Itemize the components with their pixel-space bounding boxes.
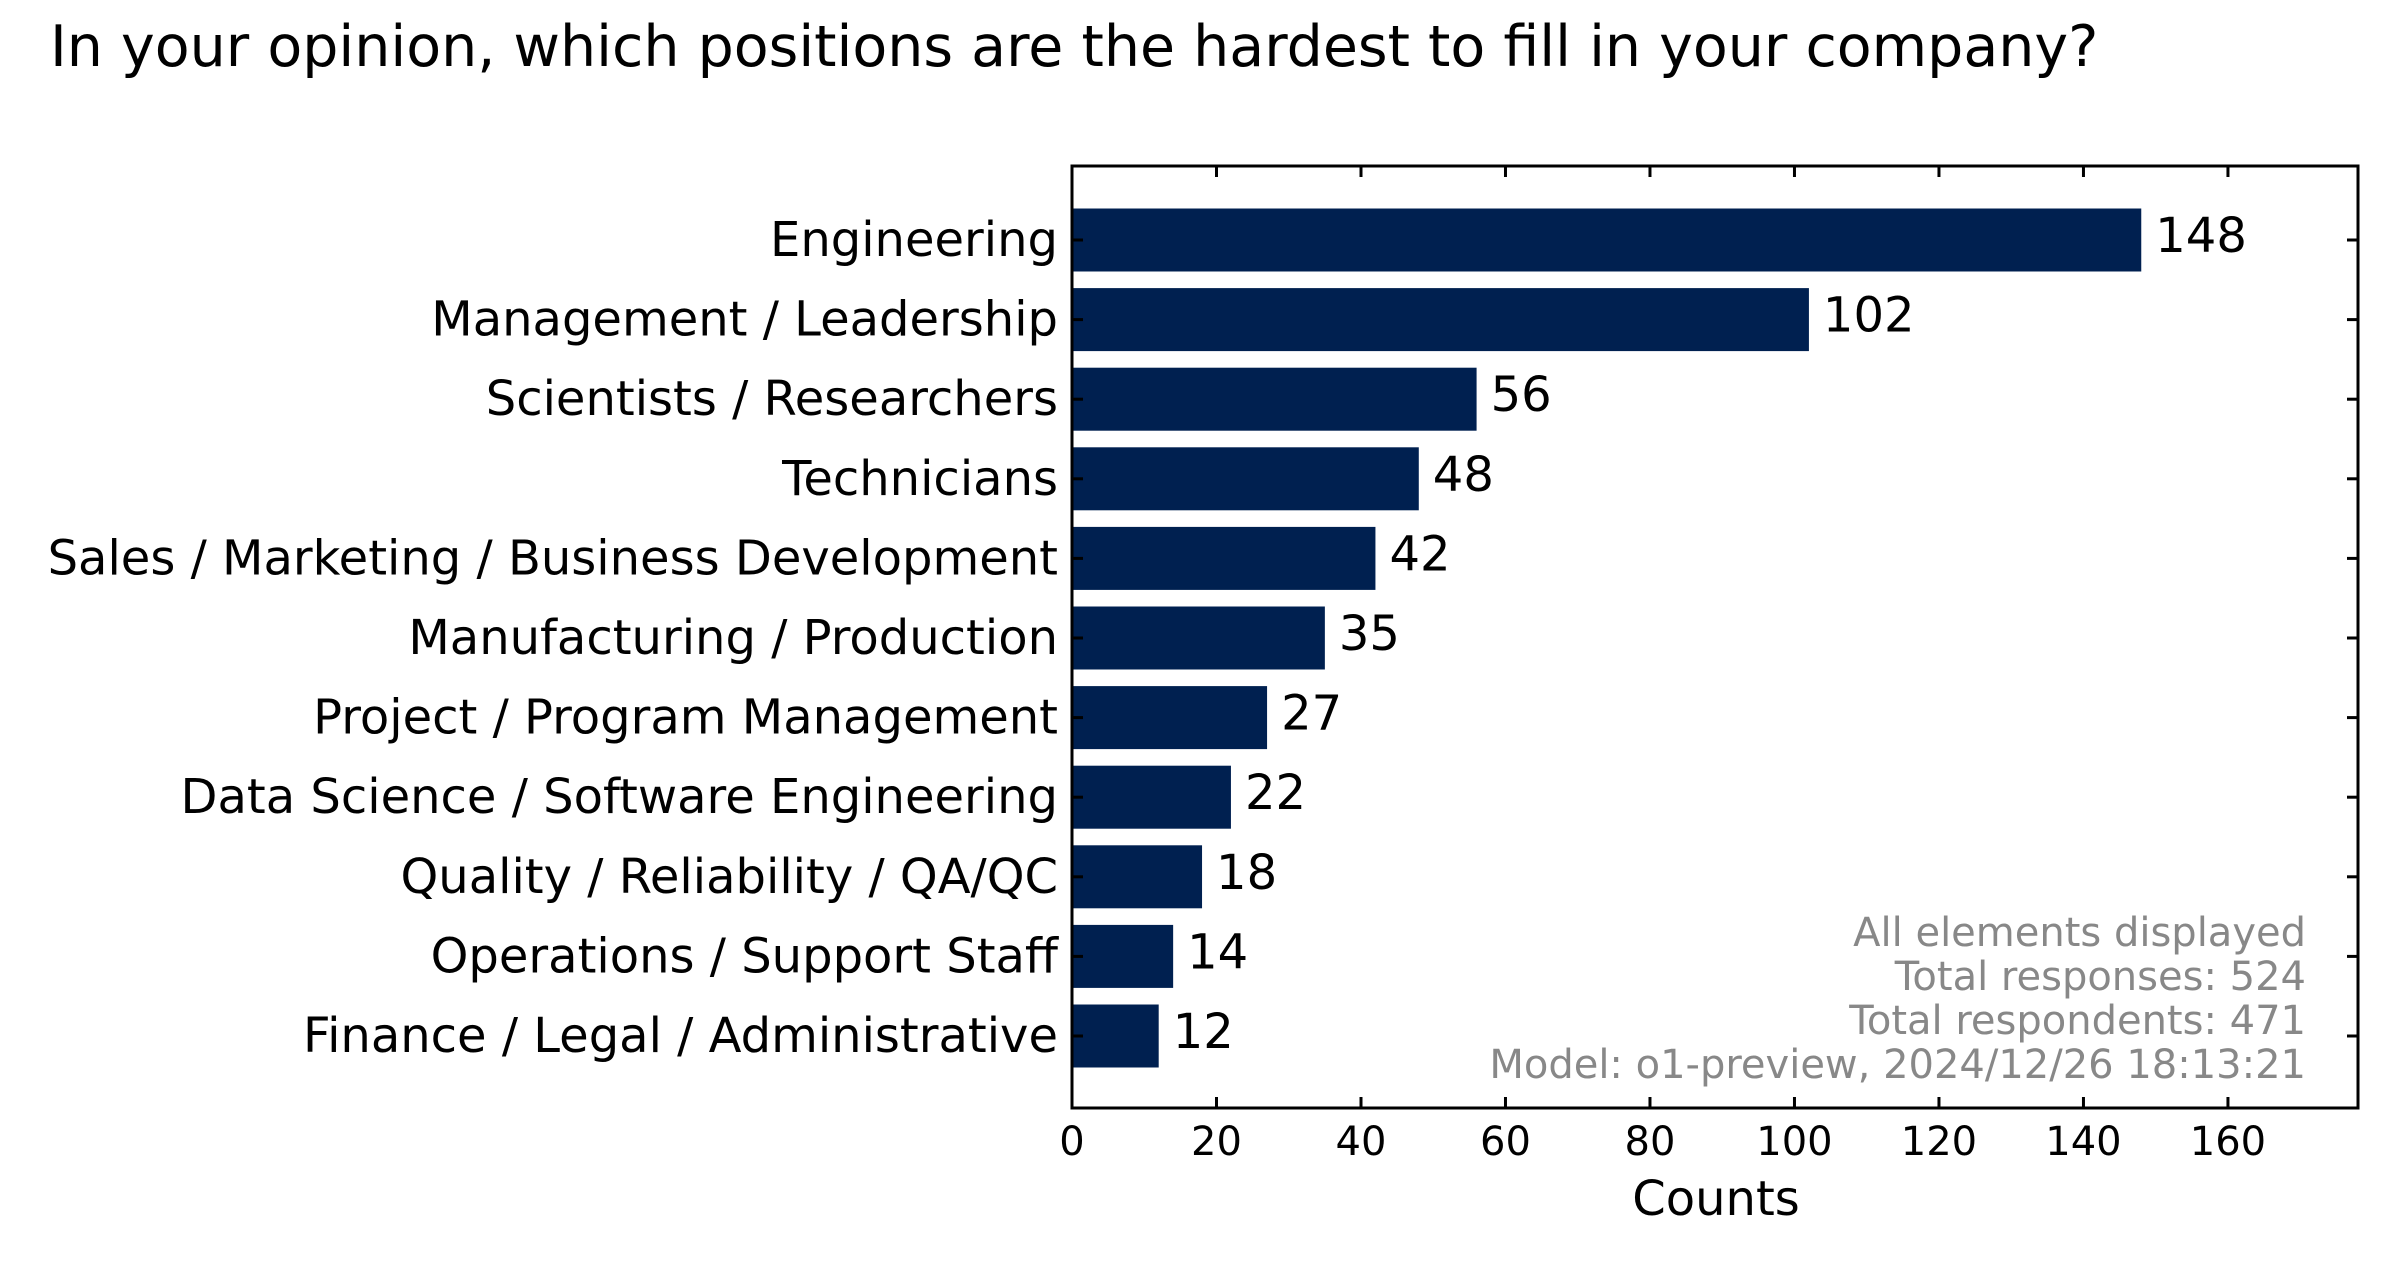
category-label: Scientists / Researchers [486,371,1058,427]
value-label: 102 [1823,288,1915,344]
annotation-line: Total responses: 524 [1894,954,2306,1000]
bar [1072,606,1325,670]
bar [1072,288,1809,352]
bar [1072,765,1231,829]
plot-area: Engineering 148 Management / Leadership 102… [48,164,2360,1165]
bar [1072,924,1174,988]
category-label: Engineering [770,212,1058,268]
value-label: 12 [1173,1004,1234,1060]
x-tick-label: 20 [1191,1119,1242,1165]
x-tick-label: 80 [1625,1119,1676,1165]
category-label: Quality / Reliability / QA/QC [401,849,1059,905]
x-tick-label: 120 [1901,1119,1977,1165]
x-tick-label: 60 [1480,1119,1531,1165]
category-label: Finance / Legal / Administrative [303,1008,1058,1064]
category-label: Technicians [781,451,1058,507]
bar [1072,447,1419,511]
value-label: 14 [1187,924,1248,980]
x-tick-label: 0 [1059,1119,1084,1165]
value-label: 42 [1389,526,1450,582]
annotation-line: All elements displayed [1853,910,2306,956]
bar [1072,367,1477,431]
x-axis-title: Counts [1632,1171,1800,1227]
value-label: 22 [1245,765,1306,821]
category-label: Manufacturing / Production [408,610,1058,666]
value-label: 56 [1491,367,1552,423]
annotation-line: Total respondents: 471 [1848,998,2306,1044]
bar [1072,526,1376,590]
category-label: Operations / Support Staff [431,928,1059,984]
x-tick-label: 140 [2045,1119,2121,1165]
bar [1072,686,1268,750]
bar [1072,1004,1159,1068]
value-label: 48 [1433,447,1494,503]
category-label: Project / Program Management [313,690,1058,746]
chart-title: In your opinion, which positions are the… [50,14,2098,80]
category-label: Data Science / Software Engineering [181,769,1058,825]
category-label: Sales / Marketing / Business Development [48,530,1058,586]
x-tick-label: 40 [1336,1119,1387,1165]
bar [1072,208,2142,272]
category-label: Management / Leadership [431,292,1058,348]
x-tick-label: 100 [1756,1119,1832,1165]
x-tick-label: 160 [2190,1119,2266,1165]
annotation-line: Model: o1-preview, 2024/12/26 18:13:21 [1489,1042,2306,1088]
value-label: 27 [1281,686,1342,742]
value-label: 35 [1339,606,1400,662]
value-label: 18 [1216,845,1277,901]
value-label: 148 [2155,208,2247,264]
bar [1072,845,1203,909]
